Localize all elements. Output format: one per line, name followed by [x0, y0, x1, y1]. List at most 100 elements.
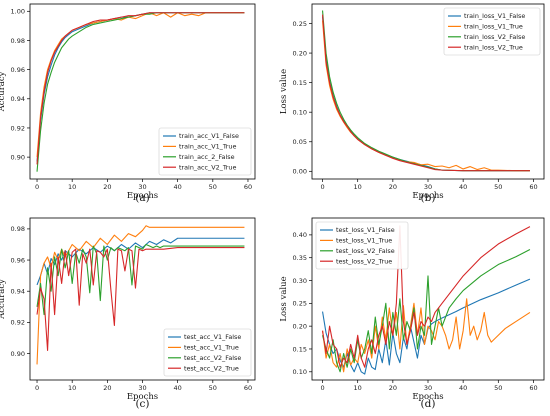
panel-c: 0 10 20 30 40 50 60 0.90 0.92 0.94 0.96 0.98 Epochs A… — [0, 217, 256, 410]
x-axis-label: Epochs — [127, 392, 158, 402]
y-tick-label: 0.10 — [293, 368, 307, 376]
y-tick-label: 0.20 — [293, 49, 307, 57]
legend-label: train_loss_V1_True — [464, 23, 523, 31]
x-tick-label: 0 — [320, 183, 324, 191]
x-tick-label: 60 — [529, 183, 537, 191]
legend-label: train_acc_2_False — [179, 153, 235, 161]
x-axis-label: Epochs — [412, 392, 443, 402]
series-line-test-acc-v2-true — [36, 247, 245, 351]
y-tick-label: 0.96 — [11, 66, 25, 74]
y-tick-label: 0.90 — [11, 153, 25, 161]
legend-box — [163, 328, 252, 377]
y-tick-label: 0.94 — [11, 95, 25, 103]
y-tick-label: 0.94 — [11, 288, 25, 296]
panel-a: 0 10 20 30 40 50 60 0.90 0.92 0.94 0.96 0.98 1.00 Epo… — [0, 3, 256, 204]
y-tick-label: 0.25 — [293, 300, 307, 308]
series-line-test-acc-v1-true — [36, 225, 245, 365]
x-tick-label: 0 — [320, 384, 324, 392]
x-tick-label: 20 — [103, 384, 111, 392]
x-tick-label: 40 — [459, 384, 467, 392]
series-line-test-acc-v1-false — [36, 237, 245, 286]
panel-caption: (d) — [421, 398, 436, 410]
x-tick-label: 50 — [494, 384, 502, 392]
legend-label: test_acc_V1_False — [184, 333, 241, 341]
legend: test_acc_V1_False test_acc_V1_True test_ac… — [163, 328, 252, 377]
series-line-train-loss-v2-true — [322, 14, 530, 172]
y-tick-label: 0.96 — [11, 256, 25, 264]
x-axis-label: Epochs — [412, 191, 443, 201]
x-tick-label: 0 — [35, 384, 39, 392]
legend-box — [315, 221, 409, 270]
y-tick-label: 0.35 — [293, 254, 307, 262]
y-tick-label: 0.10 — [293, 108, 307, 116]
x-tick-label: 10 — [354, 384, 362, 392]
series-line-train-acc-v2-true — [36, 12, 245, 165]
y-tick-label: 0.40 — [293, 231, 307, 239]
x-tick-label: 30 — [424, 384, 432, 392]
x-tick-label: 20 — [389, 384, 397, 392]
panel-d: 0 10 20 30 40 50 60 0.10 0.15 0.20 0.25 0.30 0.35 0.4… — [279, 217, 545, 410]
y-tick-label: 0.15 — [293, 345, 307, 353]
legend-label: train_loss_V2_False — [464, 33, 525, 41]
series-line-test-acc-v2-false — [36, 243, 245, 316]
panel-b: 0 10 20 30 40 50 60 0.00 0.05 0.10 0.15 0.20 0.25 Epo… — [279, 3, 545, 204]
y-tick-label: 0.30 — [293, 277, 307, 285]
legend: test_loss_V1_False test_loss_V1_True test_… — [315, 221, 409, 270]
y-tick-label: 0.05 — [293, 138, 307, 146]
legend-box — [158, 127, 252, 176]
x-tick-label: 10 — [68, 183, 76, 191]
legend-label: train_acc_V2_True — [179, 163, 236, 171]
y-axis-label: Accuracy — [0, 71, 7, 112]
series-line-test-loss-v2-true — [322, 225, 531, 368]
y-tick-label: 0.92 — [11, 319, 25, 327]
legend-label: test_loss_V1_False — [336, 226, 395, 234]
legend: train_loss_V1_False train_loss_V1_Truetra… — [443, 7, 541, 56]
y-axis-label: Loss value — [279, 276, 289, 321]
panel-caption: (a) — [135, 192, 149, 204]
x-tick-label: 60 — [244, 183, 252, 191]
y-axis-label: Loss value — [279, 69, 289, 114]
y-tick-label: 0.25 — [293, 20, 307, 28]
y-tick-label: 0.92 — [11, 124, 25, 132]
y-tick-label: 1.00 — [11, 8, 25, 16]
y-tick-label: 0.15 — [293, 79, 307, 87]
legend-label: test_acc_V2_True — [184, 364, 239, 372]
x-tick-label: 40 — [459, 183, 467, 191]
legend-label: train_acc_V1_False — [179, 132, 239, 140]
legend: train_acc_V1_False train_acc_V1_Truetrain… — [158, 127, 252, 176]
y-tick-label: 0.00 — [293, 168, 307, 176]
x-tick-label: 10 — [68, 384, 76, 392]
y-tick-label: 0.20 — [293, 322, 307, 330]
x-tick-label: 60 — [529, 384, 537, 392]
y-axis-label: Accuracy — [0, 279, 7, 320]
x-axis-label: Epochs — [127, 191, 158, 201]
series-line-test-loss-v1-true — [322, 298, 531, 373]
legend-label: train_loss_V2_True — [464, 43, 523, 51]
x-tick-label: 20 — [389, 183, 397, 191]
legend-label: train_loss_V1_False — [464, 12, 525, 20]
x-tick-label: 10 — [354, 183, 362, 191]
x-tick-label: 30 — [138, 183, 146, 191]
legend-label: test_loss_V2_True — [336, 257, 392, 265]
legend-box — [443, 7, 541, 56]
x-tick-label: 0 — [35, 183, 39, 191]
x-tick-label: 30 — [138, 384, 146, 392]
y-tick-label: 0.98 — [11, 225, 25, 233]
x-tick-label: 50 — [209, 384, 217, 392]
legend-label: test_loss_V1_True — [336, 237, 392, 245]
x-tick-label: 40 — [174, 384, 182, 392]
x-tick-label: 30 — [424, 183, 432, 191]
x-tick-label: 50 — [209, 183, 217, 191]
legend-label: train_acc_V1_True — [179, 143, 236, 151]
legend-label: test_acc_V1_True — [184, 344, 239, 352]
x-tick-label: 40 — [174, 183, 182, 191]
x-tick-label: 60 — [244, 384, 252, 392]
x-tick-label: 20 — [103, 183, 111, 191]
panel-caption: (b) — [421, 192, 436, 204]
legend-label: test_loss_V2_False — [336, 247, 395, 255]
y-tick-label: 0.90 — [11, 350, 25, 358]
legend-label: test_acc_V2_False — [184, 354, 241, 362]
y-tick-label: 0.98 — [11, 37, 25, 45]
panel-caption: (c) — [135, 398, 149, 410]
